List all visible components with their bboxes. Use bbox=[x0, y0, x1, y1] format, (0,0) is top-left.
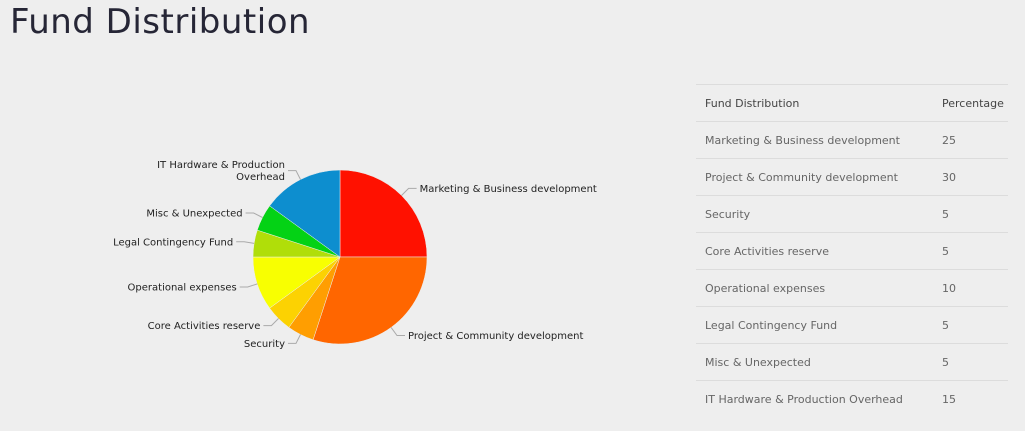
table-row: Project & Community development 30 bbox=[696, 158, 1008, 196]
row-percentage: 25 bbox=[936, 121, 1008, 159]
leader-line-operational-expenses bbox=[239, 283, 258, 288]
row-percentage: 30 bbox=[936, 158, 1008, 196]
pie-slice-it-hardware-and-production-overhead bbox=[269, 169, 341, 258]
row-name: Operational expenses bbox=[696, 269, 936, 307]
leader-line-marketing-and-business-development bbox=[401, 187, 417, 196]
leader-line-project-and-community-development bbox=[390, 327, 405, 336]
row-percentage: 10 bbox=[936, 269, 1008, 307]
row-name: Core Activities reserve bbox=[696, 232, 936, 270]
leader-line-misc-and-unexpected bbox=[245, 212, 263, 218]
page-title: Fund Distribution bbox=[10, 2, 311, 42]
pie-label-legal-contingency-fund: Legal Contingency Fund bbox=[113, 237, 233, 248]
table-row: Marketing & Business development 25 bbox=[696, 121, 1008, 159]
pie-label-marketing-and-business-development: Marketing & Business development bbox=[420, 184, 597, 195]
table-row: IT Hardware & Production Overhead 15 bbox=[696, 380, 1008, 417]
pie-chart: Marketing & Business development Project … bbox=[113, 160, 597, 350]
row-percentage: 15 bbox=[936, 380, 1008, 417]
pie-label-project-and-community-development: Project & Community development bbox=[408, 331, 583, 342]
row-name: Legal Contingency Fund bbox=[696, 306, 936, 344]
leader-line-core-activities-reserve bbox=[263, 318, 279, 327]
row-name: Security bbox=[696, 195, 936, 233]
pie-label-core-activities-reserve: Core Activities reserve bbox=[148, 321, 261, 332]
leader-line-it-hardware-and-production-overhead bbox=[288, 170, 301, 180]
table-row: Operational expenses 10 bbox=[696, 269, 1008, 307]
pie-label-operational-expenses: Operational expenses bbox=[128, 283, 237, 294]
distribution-table: Fund Distribution Percentage Marketing &… bbox=[696, 84, 1008, 417]
pie-label-it-hardware-and-production-overhead: IT Hardware & Production Overhead bbox=[157, 160, 285, 183]
row-name: Marketing & Business development bbox=[696, 121, 936, 159]
table-row: Core Activities reserve 5 bbox=[696, 232, 1008, 270]
header-percentage: Percentage bbox=[936, 84, 1008, 122]
table-row: Legal Contingency Fund 5 bbox=[696, 306, 1008, 344]
pie-label-misc-and-unexpected: Misc & Unexpected bbox=[146, 209, 242, 220]
row-percentage: 5 bbox=[936, 343, 1008, 381]
row-percentage: 5 bbox=[936, 232, 1008, 270]
pie-slice-marketing-and-business-development bbox=[339, 169, 428, 258]
pie-label-security: Security bbox=[244, 339, 285, 350]
header-fund-distribution: Fund Distribution bbox=[696, 84, 936, 122]
table-row: Security 5 bbox=[696, 195, 1008, 233]
row-name: Project & Community development bbox=[696, 158, 936, 196]
row-percentage: 5 bbox=[936, 195, 1008, 233]
leader-line-security bbox=[288, 334, 301, 344]
table-header-row: Fund Distribution Percentage bbox=[696, 84, 1008, 122]
leader-line-legal-contingency-fund bbox=[236, 241, 255, 244]
row-name: Misc & Unexpected bbox=[696, 343, 936, 381]
row-percentage: 5 bbox=[936, 306, 1008, 344]
table-row: Misc & Unexpected 5 bbox=[696, 343, 1008, 381]
row-name: IT Hardware & Production Overhead bbox=[696, 380, 936, 417]
